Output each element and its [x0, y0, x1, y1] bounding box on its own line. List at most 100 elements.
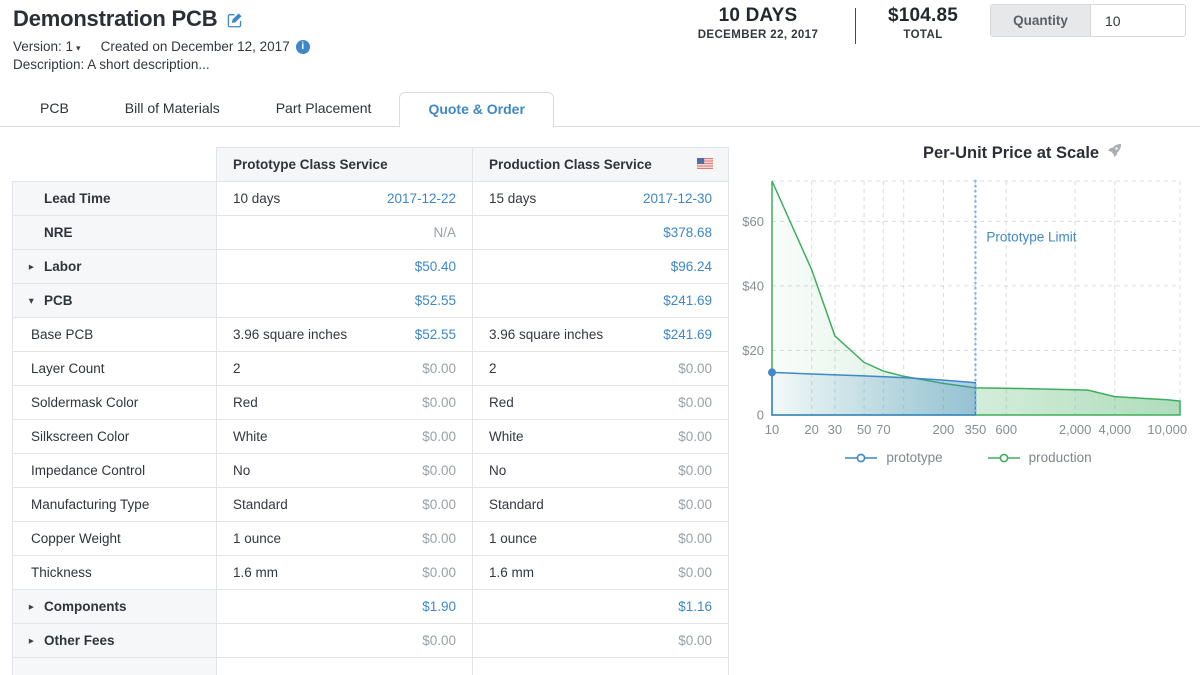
row-label[interactable]: ▸ Components [12, 589, 217, 624]
y-tick-label: $40 [742, 278, 764, 293]
prototype-detail: White [233, 429, 268, 444]
prototype-cell: 2 $0.00 [216, 351, 473, 386]
production-detail: White [489, 429, 524, 444]
row-label[interactable]: ▸ Labor [12, 249, 217, 284]
prototype-detail: Standard [233, 497, 288, 512]
tab-part-placement[interactable]: Part Placement [275, 100, 372, 116]
prototype-price[interactable]: $52.55 [414, 327, 456, 342]
x-tick-label: 10,000 [1147, 422, 1187, 437]
production-price[interactable]: $241.69 [663, 293, 712, 308]
tab-pcb[interactable]: PCB [40, 100, 69, 116]
prototype-price[interactable]: $52.55 [414, 293, 456, 308]
production-cell: $241.69 [472, 283, 729, 318]
info-icon[interactable]: i [295, 39, 310, 54]
series-start-dot [768, 368, 776, 377]
row-label: Thickness [12, 555, 217, 590]
prototype-detail: Red [233, 395, 258, 410]
row-label: Layer Count [12, 351, 217, 386]
production-cell: 2 $0.00 [472, 351, 729, 386]
prototype-price[interactable]: $50.40 [414, 259, 456, 274]
production-price: $0.00 [678, 395, 712, 410]
production-price: $0.00 [678, 497, 712, 512]
production-detail: 1 ounce [489, 531, 538, 546]
table-row: ▸ Labor $50.40 $96.24 [12, 249, 729, 284]
prototype-cell: Standard $0.00 [216, 487, 473, 522]
tab-quote-order[interactable]: Quote & Order [399, 92, 554, 127]
row-label: NRE [12, 215, 217, 250]
table-row: Impedance Control No $0.00 No $0.00 [12, 453, 729, 488]
table-row: Silkscreen Color White $0.00 White $0.00 [12, 419, 729, 454]
prototype-price: $0.00 [422, 429, 456, 444]
prototype-cell [216, 657, 473, 675]
row-label: Copper Weight [12, 521, 217, 556]
production-price[interactable]: 2017-12-30 [642, 191, 712, 206]
prototype-limit-label: Prototype Limit [986, 229, 1076, 244]
production-price: $0.00 [678, 633, 712, 648]
prototype-detail: 10 days [233, 191, 281, 206]
row-label[interactable]: ▾ PCB [12, 283, 217, 318]
production-detail: 3.96 square inches [489, 327, 604, 342]
table-row: Manufacturing Type Standard $0.00 Standard $… [12, 487, 729, 522]
row-label[interactable]: ▸ Other Fees [12, 623, 217, 658]
production-cell: $0.00 [472, 623, 729, 658]
us-flag-icon [696, 157, 714, 172]
prototype-cell: 10 days 2017-12-22 [216, 181, 473, 216]
table-row: Copper Weight 1 ounce $0.00 1 ounce $0.00 [12, 521, 729, 556]
production-price[interactable]: $96.24 [670, 259, 712, 274]
row-label [12, 657, 217, 675]
prototype-detail: 1 ounce [233, 531, 282, 546]
quantity-input[interactable] [1091, 5, 1185, 36]
production-detail: 2 [489, 361, 497, 376]
prototype-cell: $50.40 [216, 249, 473, 284]
quantity-group: Quantity [990, 4, 1186, 37]
production-price: $0.00 [678, 361, 712, 376]
production-price[interactable]: $241.69 [663, 327, 712, 342]
table-row: Thickness 1.6 mm $0.00 1.6 mm $0.00 [12, 555, 729, 590]
description: Description: A short description... [13, 57, 210, 72]
prototype-detail: No [233, 463, 251, 478]
rocket-icon [1107, 143, 1122, 163]
production-cell: 15 days 2017-12-30 [472, 181, 729, 216]
y-tick-label: $20 [742, 343, 764, 358]
chart-title: Per-Unit Price at Scale [923, 143, 1100, 162]
version-dropdown[interactable]: Version: 1 ▾ [13, 39, 81, 54]
quote-table-body: Prototype Class Service Production Class… [12, 147, 729, 675]
table-row: NRE N/A $378.68 [12, 215, 729, 250]
prototype-price: $0.00 [422, 531, 456, 546]
row-label: Silkscreen Color [12, 419, 217, 454]
row-label: Soldermask Color [12, 385, 217, 420]
prototype-price: $0.00 [422, 395, 456, 410]
production-price[interactable]: $378.68 [663, 225, 712, 240]
table-row: Base PCB 3.96 square inches $52.55 3.96 squ… [12, 317, 729, 352]
edit-title-icon[interactable] [227, 12, 243, 28]
legend-item-production: production [987, 450, 1092, 465]
quote-table: Prototype Class Service Production Class… [12, 147, 729, 675]
quantity-label: Quantity [991, 5, 1091, 36]
lead-time-value: 10 DAYS [718, 5, 798, 26]
column-header-production: Production Class Service [472, 147, 729, 182]
total-label: TOTAL [903, 29, 943, 41]
lead-time-date: DECEMBER 22, 2017 [697, 29, 819, 41]
caret-right-icon: ▸ [29, 601, 34, 611]
prototype-price[interactable]: $1.90 [422, 599, 456, 614]
table-row: ▾ PCB $52.55 $241.69 [12, 283, 729, 318]
production-cell: No $0.00 [472, 453, 729, 488]
prototype-price: N/A [433, 225, 456, 240]
prototype-detail: 1.6 mm [233, 565, 279, 580]
prototype-cell: 3.96 square inches $52.55 [216, 317, 473, 352]
row-label: Impedance Control [12, 453, 217, 488]
prototype-price[interactable]: 2017-12-22 [386, 191, 456, 206]
stat-divider [855, 8, 856, 44]
tab-bill-of-materials[interactable]: Bill of Materials [124, 100, 220, 116]
production-detail: 1.6 mm [489, 565, 535, 580]
production-price: $0.00 [678, 429, 712, 444]
table-row: Soldermask Color Red $0.00 Red $0.00 [12, 385, 729, 420]
x-tick-label: 70 [876, 422, 890, 437]
production-detail: No [489, 463, 507, 478]
x-tick-label: 200 [933, 422, 955, 437]
total-value: $104.85 [887, 5, 959, 26]
production-price[interactable]: $1.16 [678, 599, 712, 614]
production-detail: 15 days [489, 191, 537, 206]
x-tick-label: 4,000 [1099, 422, 1132, 437]
